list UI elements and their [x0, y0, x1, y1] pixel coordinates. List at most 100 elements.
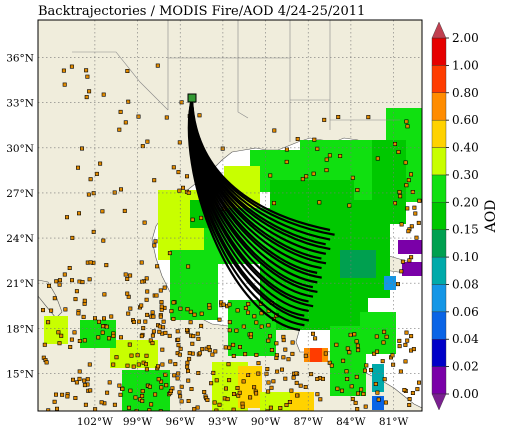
fire-point	[246, 372, 251, 377]
fire-point	[315, 392, 320, 397]
aod-cell	[330, 180, 342, 194]
fire-point	[94, 171, 99, 176]
aod-cell	[370, 168, 382, 182]
fire-point	[359, 387, 364, 392]
fire-point	[171, 316, 176, 321]
fire-point	[227, 378, 232, 383]
fire-point	[295, 393, 300, 398]
lat-label: 27°N	[6, 188, 34, 200]
fire-point	[409, 224, 414, 229]
aod-cell	[158, 218, 170, 232]
lon-label: 81°W	[379, 416, 409, 428]
fire-point	[112, 190, 117, 195]
fire-point	[366, 115, 371, 120]
fire-point	[227, 320, 232, 325]
fire-point	[98, 161, 103, 166]
fire-point	[274, 355, 279, 360]
fire-point	[275, 369, 280, 374]
fire-point	[392, 201, 397, 206]
fire-point	[147, 408, 152, 411]
aod-cell	[344, 302, 356, 316]
fire-point	[295, 137, 300, 142]
aod-cell	[394, 154, 406, 168]
fire-point	[159, 379, 164, 384]
colorbar-tick-label: 0.60	[452, 113, 479, 127]
fire-point	[290, 351, 295, 356]
aod-cell	[378, 242, 390, 256]
aod-cell	[366, 214, 378, 228]
fire-point	[156, 364, 161, 369]
fire-point	[46, 320, 51, 325]
aod-cell	[356, 288, 368, 302]
fire-point	[85, 74, 90, 79]
fire-point	[417, 198, 422, 203]
fire-point	[175, 376, 180, 381]
aod-cell	[238, 380, 250, 394]
fire-point	[44, 360, 49, 365]
fire-point	[104, 263, 109, 268]
fire-point	[202, 389, 207, 394]
aod-cell	[194, 232, 206, 246]
fire-point	[375, 156, 380, 161]
fire-point	[227, 302, 232, 307]
fire-point	[69, 337, 74, 342]
aod-cell	[354, 228, 366, 242]
fire-point	[407, 258, 412, 263]
lon-label: 96°W	[166, 416, 196, 428]
aod-cell	[330, 214, 342, 228]
fire-point	[217, 317, 222, 322]
aod-cell	[382, 154, 394, 168]
fire-point	[156, 377, 161, 382]
fire-point	[155, 63, 160, 68]
aod-cell	[44, 330, 56, 344]
aod-cell	[282, 180, 294, 194]
fire-point	[265, 366, 270, 371]
aod-cell	[310, 348, 322, 362]
aod-cell	[240, 236, 252, 250]
aod-cell	[414, 262, 422, 276]
fire-point	[415, 387, 420, 392]
fire-point	[207, 303, 212, 308]
aod-cell	[410, 136, 422, 150]
state-borders	[72, 20, 400, 142]
fire-point	[195, 405, 200, 410]
fire-point	[80, 146, 85, 151]
fire-point	[87, 89, 92, 94]
fire-point	[82, 298, 87, 303]
aod-cell	[194, 292, 206, 306]
fire-point	[158, 314, 163, 319]
fire-point	[217, 402, 222, 407]
fire-point	[144, 276, 149, 281]
fire-point	[313, 336, 318, 341]
fire-point	[324, 168, 329, 173]
fire-point	[410, 390, 415, 395]
fire-point	[77, 211, 82, 216]
fire-point	[111, 333, 116, 338]
fire-point	[353, 400, 358, 405]
aod-cell	[360, 340, 372, 354]
fire-point	[281, 338, 286, 343]
fire-point	[107, 380, 112, 385]
fire-point	[252, 385, 257, 390]
aod-cell	[252, 342, 264, 356]
fire-point	[126, 294, 131, 299]
fire-point	[177, 188, 182, 193]
aod-cell	[240, 314, 252, 328]
aod-cell	[330, 200, 342, 214]
colorbar-segment	[431, 256, 447, 285]
aod-cell	[352, 264, 364, 278]
fire-point	[407, 396, 412, 401]
fire-point	[283, 376, 288, 381]
aod-cell	[270, 180, 282, 194]
fire-point	[187, 351, 192, 356]
fire-point	[219, 300, 224, 305]
fire-point	[231, 353, 236, 358]
plot-frame	[37, 19, 423, 412]
fire-point	[248, 395, 253, 400]
aod-cell	[158, 190, 170, 204]
fire-point	[144, 297, 149, 302]
lat-label: 36°N	[6, 53, 34, 65]
fire-point	[151, 329, 156, 334]
fire-point	[101, 92, 106, 97]
